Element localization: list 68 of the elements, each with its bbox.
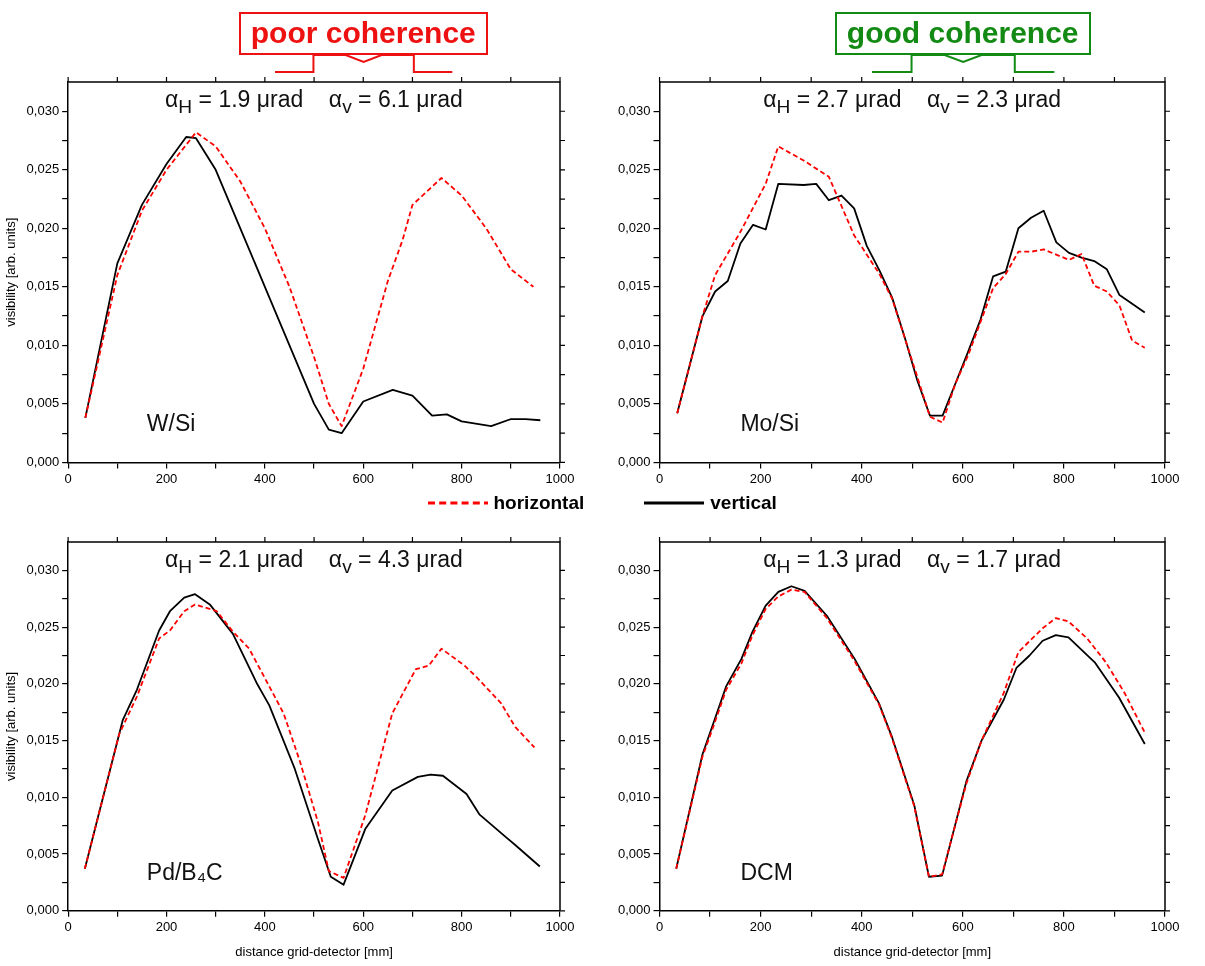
y-axis-title: visibility [arb. units]: [3, 671, 19, 781]
x-tick-label: 600: [951, 470, 974, 486]
x-axis-title: distance grid-detector [mm]: [833, 943, 992, 959]
x-tick-label: 800: [450, 470, 473, 486]
y-axis-title: visibility [arb. units]: [3, 217, 19, 327]
x-tick-label: 0: [64, 919, 72, 935]
x-tick-label: 400: [254, 470, 276, 486]
annotation: Pd/B₄C: [146, 858, 223, 885]
x-tick-label: 600: [951, 919, 974, 935]
x-tick-label: 400: [850, 470, 873, 486]
x-tick-label: 400: [254, 919, 276, 935]
annotation: W/Si: [146, 410, 196, 437]
x-axis-title: distance grid-detector [mm]: [235, 943, 393, 959]
legend-label: vertical: [710, 492, 777, 514]
x-tick-label: 400: [850, 919, 873, 935]
y-tick-label: 0,030: [617, 102, 651, 118]
annotation: Mo/Si: [740, 410, 800, 437]
y-tick-label: 0,025: [617, 618, 651, 634]
x-tick-label: 0: [64, 470, 72, 486]
y-tick-label: 0,020: [26, 219, 60, 235]
x-tick-label: 200: [749, 470, 772, 486]
x-tick-label: 1000: [1150, 470, 1180, 486]
y-tick-label: 0,015: [26, 732, 60, 748]
annotation: α$_{H}$ = 1.3 μrad α$_{v}$ = 1.7 μrad: [763, 546, 1061, 577]
x-tick-label: 800: [1053, 919, 1075, 935]
x-tick-label: 600: [352, 919, 375, 935]
y-tick-label: 0,025: [26, 618, 60, 634]
y-tick-label: 0,010: [26, 788, 60, 804]
x-tick-label: 0: [655, 919, 664, 935]
y-tick-label: 0,020: [617, 675, 651, 691]
y-tick-label: 0,025: [617, 161, 651, 177]
x-tick-label: 200: [155, 470, 178, 486]
annotation: α$_{H}$ = 2.7 μrad α$_{v}$ = 2.3 μrad: [763, 86, 1061, 117]
y-tick-label: 0,000: [617, 453, 651, 469]
y-tick-label: 0,005: [26, 845, 60, 861]
x-tick-label: 800: [450, 919, 473, 935]
x-tick-label: 1000: [545, 919, 575, 935]
chart-title: poor coherence: [238, 12, 488, 55]
annotation: α$_{H}$ = 2.1 μrad α$_{v}$ = 4.3 μrad: [165, 546, 463, 577]
annotation: α$_{H}$ = 1.9 μrad α$_{v}$ = 6.1 μrad: [165, 86, 463, 117]
y-tick-label: 0,000: [26, 902, 60, 918]
legend-label: horizontal: [493, 492, 585, 514]
y-tick-label: 0,000: [617, 902, 651, 918]
y-tick-label: 0,005: [617, 395, 651, 411]
x-tick-label: 800: [1053, 470, 1075, 486]
y-tick-label: 0,010: [617, 788, 651, 804]
y-tick-label: 0,030: [617, 561, 651, 577]
x-tick-label: 1000: [545, 470, 575, 486]
y-tick-label: 0,015: [26, 278, 60, 294]
x-tick-label: 600: [352, 470, 375, 486]
y-tick-label: 0,025: [26, 161, 60, 177]
x-tick-label: 200: [749, 919, 772, 935]
y-tick-label: 0,020: [26, 675, 60, 691]
annotation: DCM: [740, 858, 793, 885]
y-tick-label: 0,005: [617, 845, 651, 861]
y-tick-label: 0,010: [617, 336, 651, 352]
x-tick-label: 200: [155, 919, 178, 935]
y-tick-label: 0,030: [26, 102, 60, 118]
y-tick-label: 0,030: [26, 561, 60, 577]
y-tick-label: 0,015: [617, 732, 651, 748]
x-tick-label: 1000: [1150, 919, 1180, 935]
y-tick-label: 0,015: [617, 278, 651, 294]
y-tick-label: 0,010: [26, 336, 60, 352]
x-tick-label: 0: [655, 470, 664, 486]
y-tick-label: 0,005: [26, 395, 60, 411]
chart-title: good coherence: [834, 12, 1091, 55]
y-tick-label: 0,000: [26, 453, 60, 469]
y-tick-label: 0,020: [617, 219, 651, 235]
